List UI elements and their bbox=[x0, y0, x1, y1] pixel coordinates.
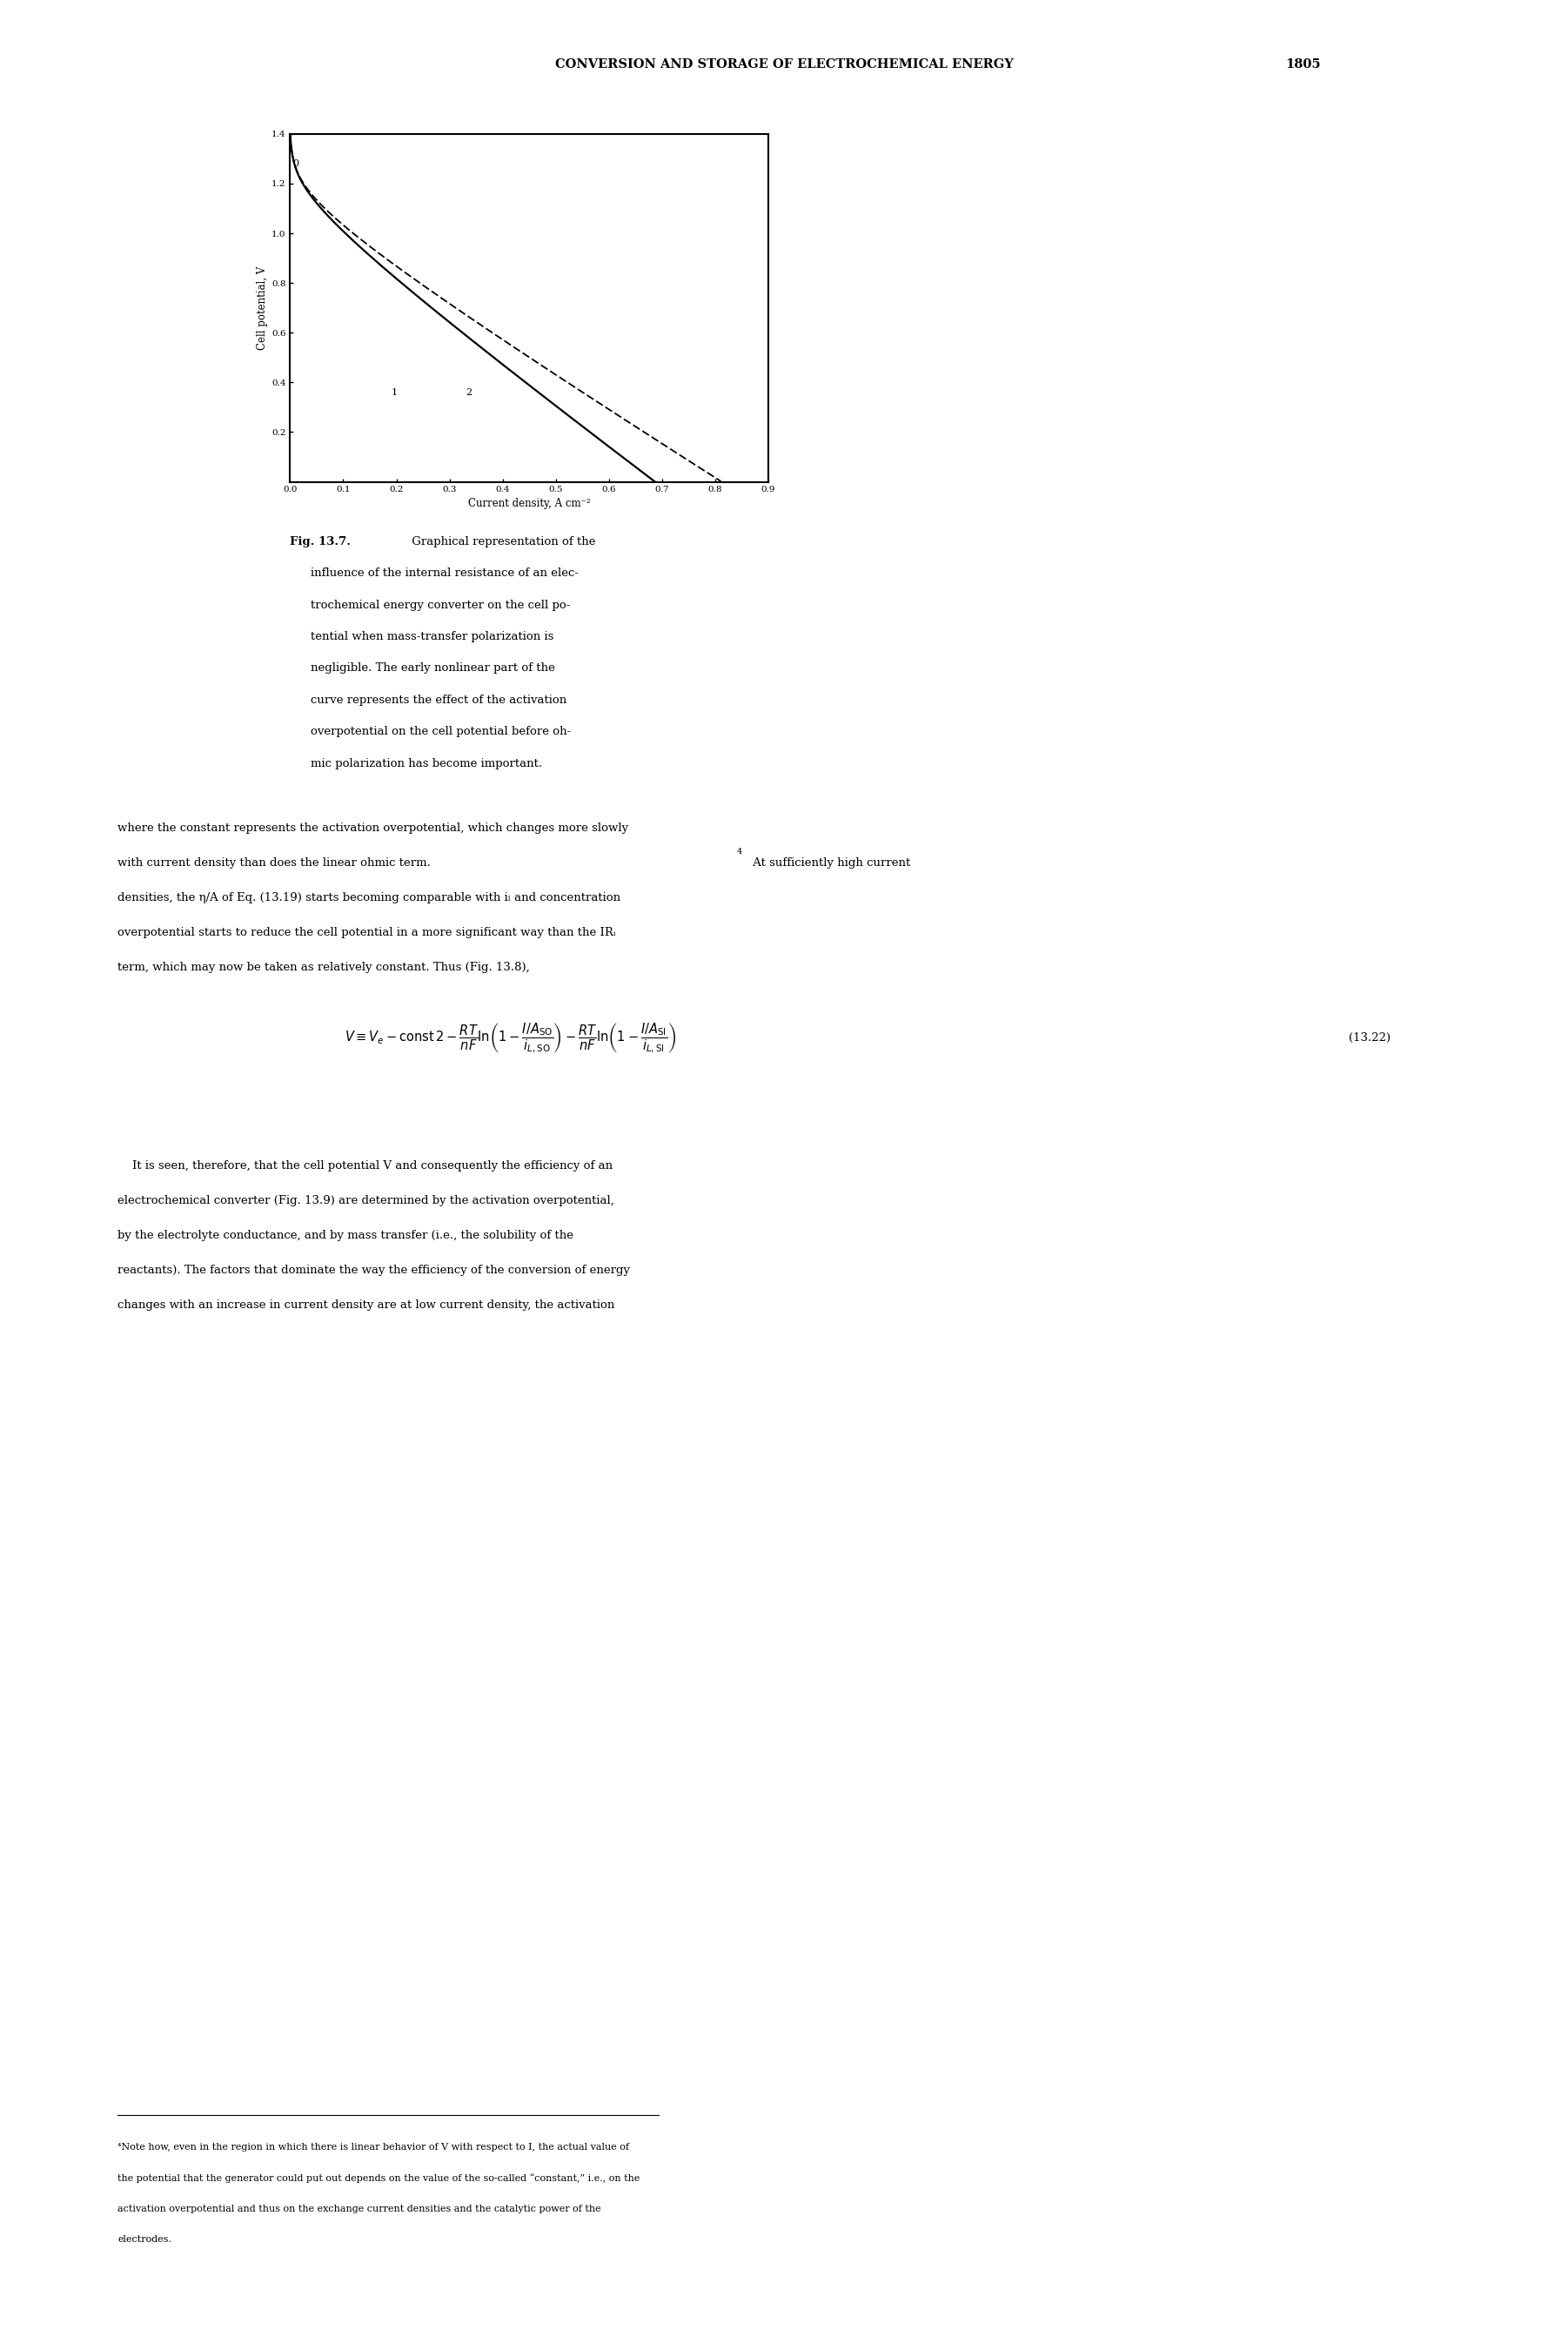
Text: CONVERSION AND STORAGE OF ELECTROCHEMICAL ENERGY: CONVERSION AND STORAGE OF ELECTROCHEMICA… bbox=[555, 59, 1013, 70]
Text: with current density than does the linear ohmic term.: with current density than does the linea… bbox=[118, 858, 431, 870]
Text: Graphical representation of the: Graphical representation of the bbox=[408, 536, 596, 548]
Text: 0: 0 bbox=[293, 160, 299, 167]
Text: changes with an increase in current density are at low current density, the acti: changes with an increase in current dens… bbox=[118, 1300, 615, 1311]
Text: term, which may now be taken as relatively constant. Thus (Fig. 13.8),: term, which may now be taken as relative… bbox=[118, 961, 530, 973]
Text: ⁴Note how, even in the region in which there is linear behavior of V with respec: ⁴Note how, even in the region in which t… bbox=[118, 2143, 629, 2153]
Text: Fig. 13.7.: Fig. 13.7. bbox=[290, 536, 351, 548]
Text: At sufficiently high current: At sufficiently high current bbox=[750, 858, 911, 870]
Text: overpotential starts to reduce the cell potential in a more significant way than: overpotential starts to reduce the cell … bbox=[118, 926, 616, 938]
Text: the potential that the generator could put out depends on the value of the so-ca: the potential that the generator could p… bbox=[118, 2174, 640, 2183]
Text: 1805: 1805 bbox=[1286, 59, 1322, 70]
Text: influence of the internal resistance of an elec-: influence of the internal resistance of … bbox=[310, 566, 579, 578]
Text: tential when mass-transfer polarization is: tential when mass-transfer polarization … bbox=[310, 630, 554, 642]
Text: activation overpotential and thus on the exchange current densities and the cata: activation overpotential and thus on the… bbox=[118, 2204, 601, 2214]
Text: by the electrolyte conductance, and by mass transfer (i.e., the solubility of th: by the electrolyte conductance, and by m… bbox=[118, 1229, 574, 1241]
Text: $V \equiv V_e - \mathrm{const}\,2 - \dfrac{RT}{nF}\ln\!\left(1 - \dfrac{I/A_{\ma: $V \equiv V_e - \mathrm{const}\,2 - \dfr… bbox=[345, 1022, 676, 1055]
Text: overpotential on the cell potential before oh-: overpotential on the cell potential befo… bbox=[310, 726, 571, 738]
Text: densities, the η/A of Eq. (13.19) starts becoming comparable with iₗ and concent: densities, the η/A of Eq. (13.19) starts… bbox=[118, 893, 621, 902]
Text: 1: 1 bbox=[390, 388, 397, 397]
Text: trochemical energy converter on the cell po-: trochemical energy converter on the cell… bbox=[310, 599, 571, 611]
Text: mic polarization has become important.: mic polarization has become important. bbox=[310, 757, 543, 768]
Text: electrochemical converter (Fig. 13.9) are determined by the activation overpoten: electrochemical converter (Fig. 13.9) ar… bbox=[118, 1196, 615, 1206]
Text: 4: 4 bbox=[737, 848, 742, 855]
Text: where the constant represents the activation overpotential, which changes more s: where the constant represents the activa… bbox=[118, 822, 629, 834]
Text: It is seen, therefore, that the cell potential V and consequently the efficiency: It is seen, therefore, that the cell pot… bbox=[118, 1161, 613, 1173]
Text: negligible. The early nonlinear part of the: negligible. The early nonlinear part of … bbox=[310, 663, 555, 674]
Text: reactants). The factors that dominate the way the efficiency of the conversion o: reactants). The factors that dominate th… bbox=[118, 1264, 630, 1276]
Text: (13.22): (13.22) bbox=[1348, 1032, 1391, 1043]
Text: electrodes.: electrodes. bbox=[118, 2235, 171, 2244]
Text: 2: 2 bbox=[466, 388, 472, 397]
Y-axis label: Cell potential, V: Cell potential, V bbox=[257, 266, 268, 350]
X-axis label: Current density, A cm⁻²: Current density, A cm⁻² bbox=[467, 498, 591, 508]
Text: curve represents the effect of the activation: curve represents the effect of the activ… bbox=[310, 696, 566, 705]
